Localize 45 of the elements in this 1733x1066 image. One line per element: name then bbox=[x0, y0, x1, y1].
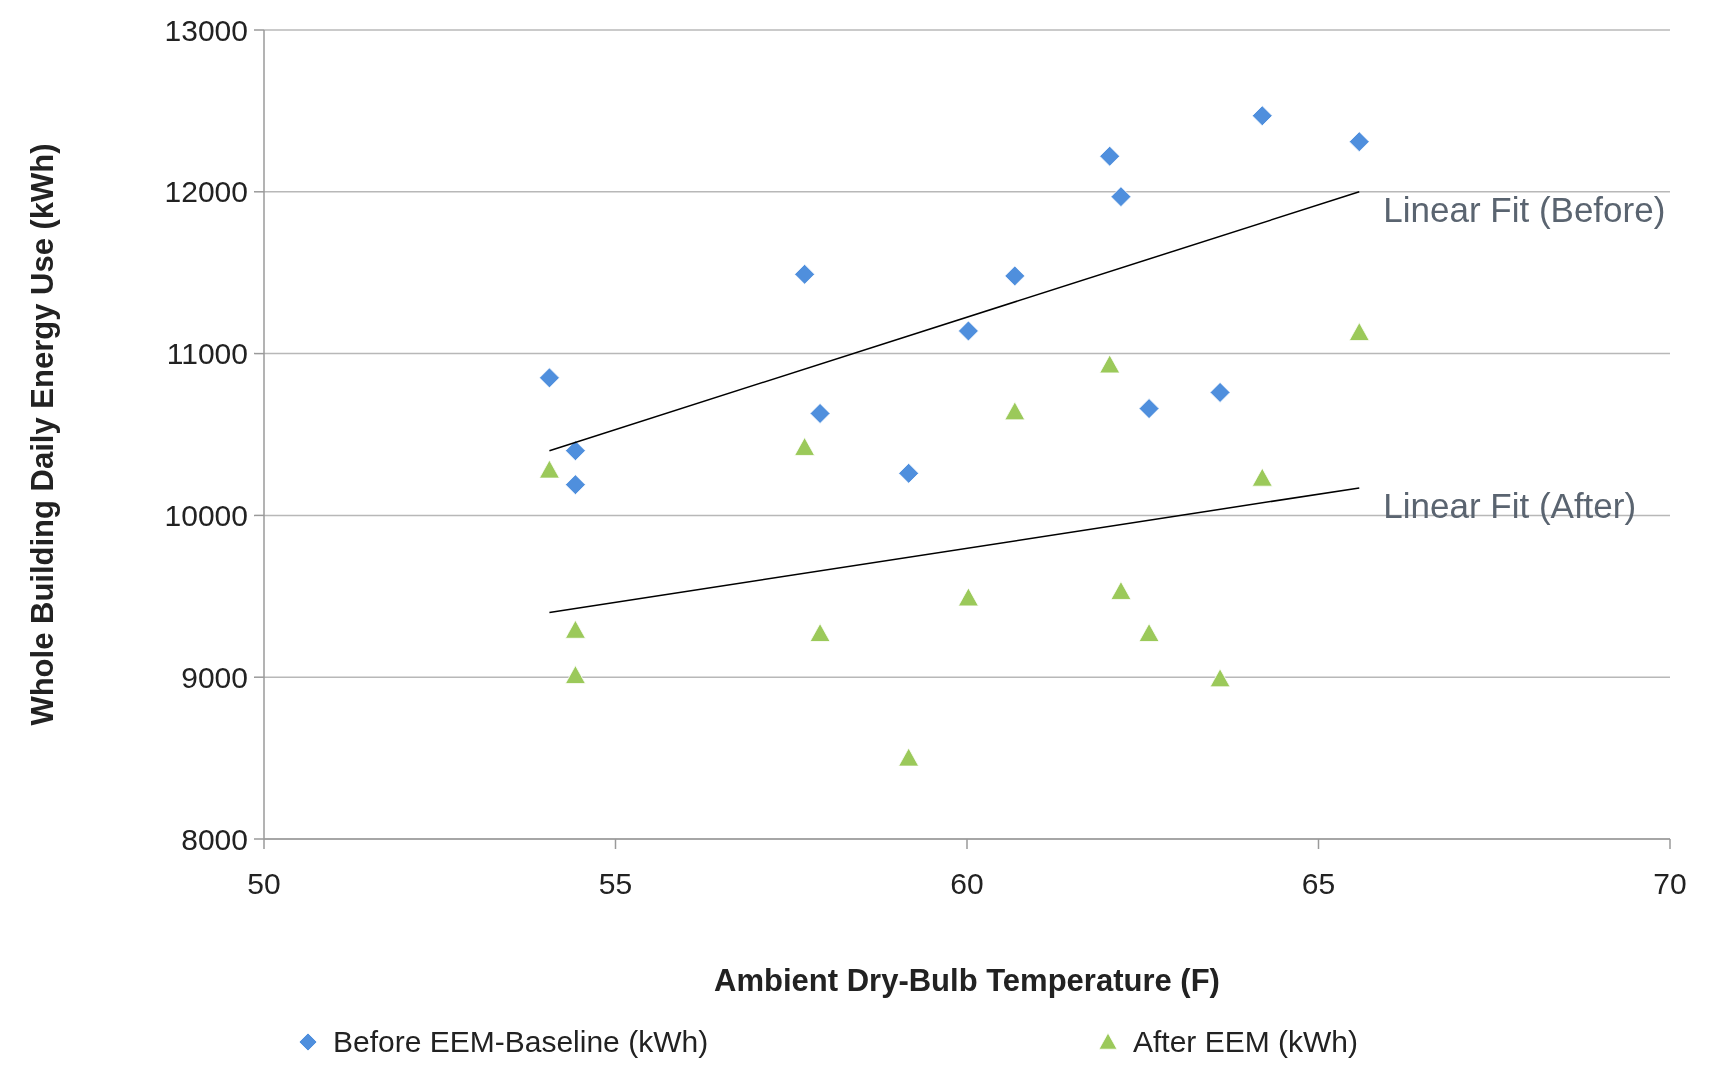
x-axis-title: Ambient Dry-Bulb Temperature (F) bbox=[714, 963, 1220, 998]
y-tick-label: 13000 bbox=[164, 13, 248, 47]
point bbox=[1110, 581, 1132, 600]
point bbox=[1348, 131, 1370, 153]
point bbox=[565, 665, 586, 684]
point bbox=[1138, 398, 1160, 420]
point bbox=[794, 437, 816, 456]
point bbox=[794, 263, 816, 285]
x-tick-label: 55 bbox=[598, 867, 633, 900]
point bbox=[539, 459, 560, 479]
point bbox=[565, 440, 586, 462]
y-tick-label: 11000 bbox=[166, 337, 248, 371]
y-tick-label: 12000 bbox=[164, 175, 248, 209]
point bbox=[1004, 265, 1026, 287]
point bbox=[1209, 668, 1231, 688]
point bbox=[958, 587, 979, 607]
x-tick-label: 50 bbox=[247, 867, 281, 900]
annotation: Linear Fit (After) bbox=[1383, 485, 1637, 525]
legend-label: After EEM (kWh) bbox=[1133, 1025, 1359, 1058]
point bbox=[539, 367, 560, 389]
point bbox=[1099, 354, 1121, 374]
point bbox=[565, 619, 586, 639]
annotation: Linear Fit (Before) bbox=[1383, 189, 1666, 229]
point bbox=[565, 474, 586, 496]
point bbox=[958, 320, 979, 342]
x-tick-label: 70 bbox=[1653, 867, 1687, 900]
x-tick-label: 60 bbox=[950, 867, 984, 900]
point bbox=[898, 747, 920, 767]
point bbox=[1110, 186, 1132, 208]
point bbox=[1251, 467, 1273, 487]
y-tick-label: 8000 bbox=[181, 822, 248, 856]
y-axis-title: Whole Building Daily Energy Use (kWh) bbox=[25, 143, 60, 726]
point bbox=[1099, 145, 1121, 167]
legend-label: Before EEM-Baseline (kWh) bbox=[333, 1025, 709, 1058]
point bbox=[809, 403, 831, 424]
y-tick-label: 9000 bbox=[181, 660, 248, 694]
point bbox=[898, 462, 920, 484]
point bbox=[809, 623, 831, 642]
point bbox=[1209, 382, 1231, 403]
point bbox=[1004, 401, 1026, 421]
point bbox=[1251, 105, 1273, 127]
point bbox=[1138, 623, 1160, 642]
point bbox=[1348, 322, 1370, 341]
x-tick-label: 65 bbox=[1301, 867, 1336, 900]
y-tick-label: 10000 bbox=[164, 498, 248, 532]
